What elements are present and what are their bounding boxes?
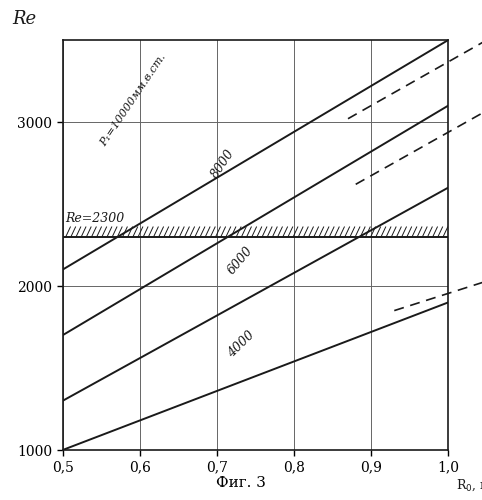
Text: Фиг. 3: Фиг. 3 [216, 476, 266, 490]
Text: 6000: 6000 [225, 244, 255, 276]
Text: P₁=10000мм.в.ст.: P₁=10000мм.в.ст. [98, 52, 168, 148]
Text: 4000: 4000 [226, 328, 257, 360]
Text: Re=2300: Re=2300 [65, 212, 124, 225]
Text: Re: Re [13, 10, 37, 28]
Text: R$_0$, кг/м$^3$: R$_0$, кг/м$^3$ [456, 476, 482, 494]
Text: 8000: 8000 [209, 148, 237, 181]
